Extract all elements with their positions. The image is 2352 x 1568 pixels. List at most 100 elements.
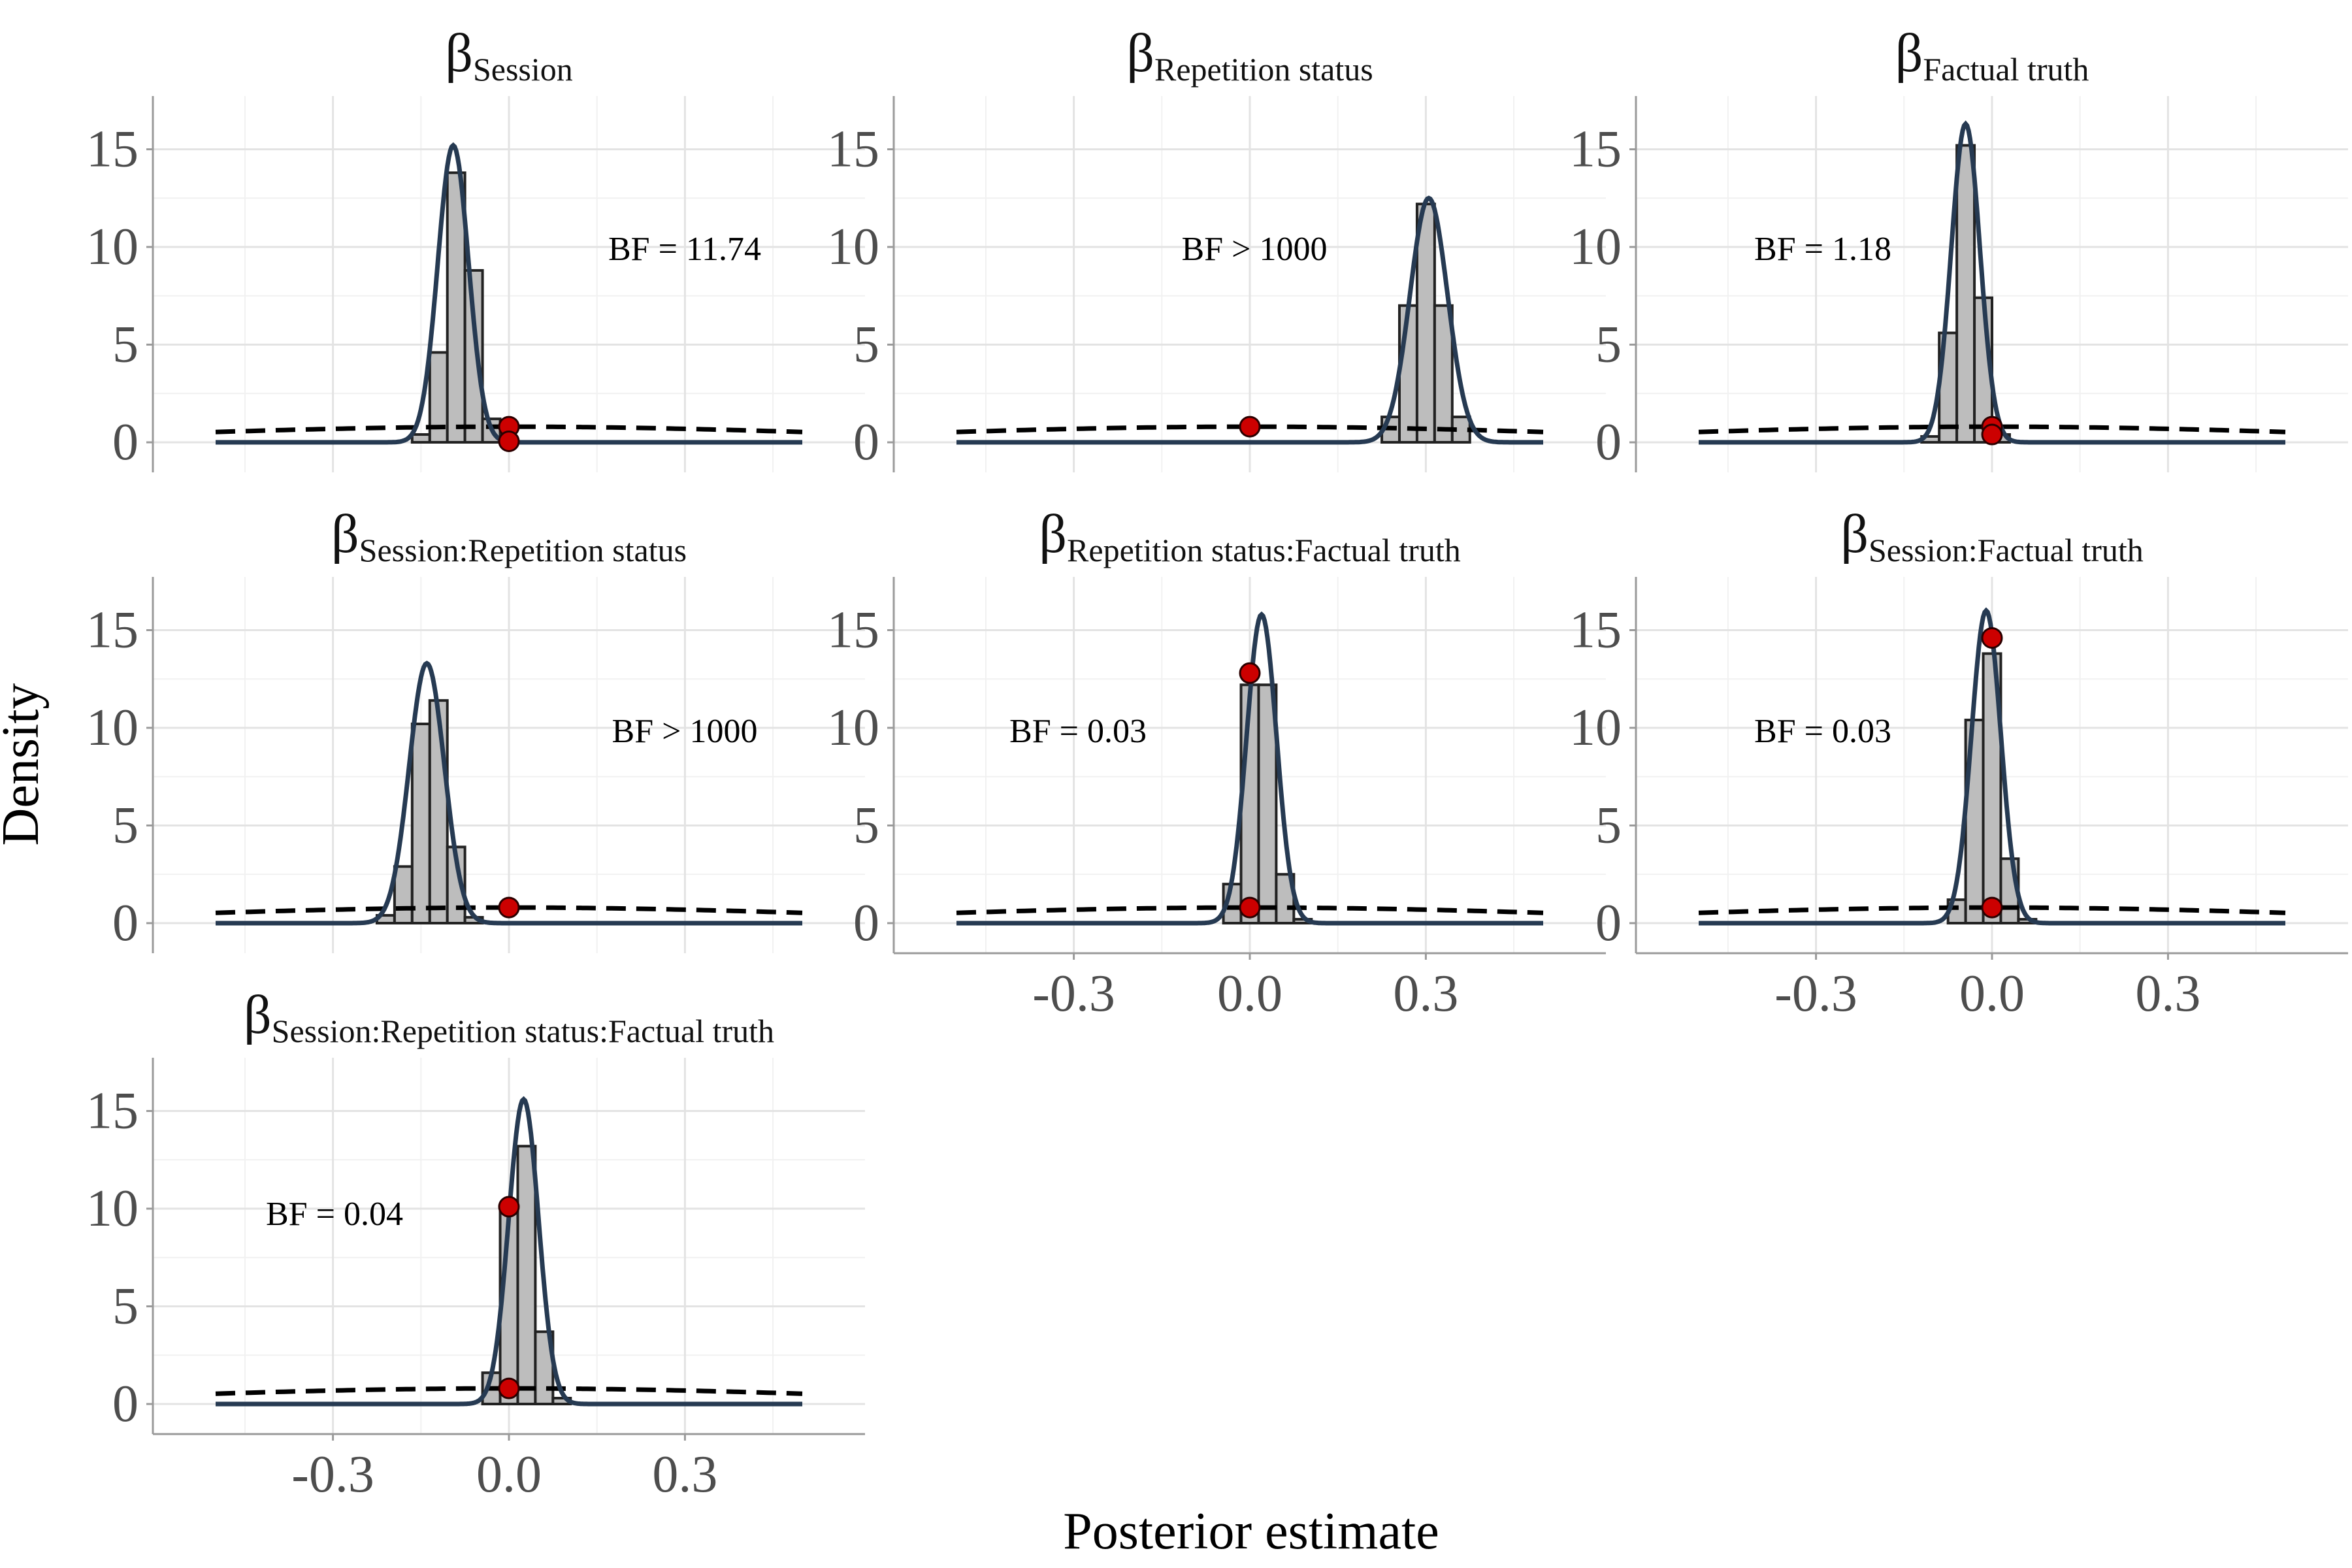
y-tick-label: 15 (827, 121, 879, 178)
x-tick-label: -0.3 (1774, 965, 1857, 1022)
y-tick-label: 10 (86, 1180, 139, 1237)
beta-symbol: β (1895, 23, 1923, 84)
panel-title: βSession (445, 23, 573, 88)
prior-density-line (1698, 424, 2286, 434)
y-tick-label: 5 (112, 1278, 139, 1335)
density-point (498, 1196, 520, 1218)
panel-title-subscript: Repetition status (1154, 51, 1373, 88)
density-point (1239, 662, 1261, 684)
posterior-density-line (956, 195, 1543, 445)
panel-title: βSession:Repetition status (331, 504, 687, 568)
beta-symbol: β (331, 504, 359, 564)
density-point (498, 431, 520, 453)
y-tick-label: 15 (86, 602, 139, 659)
x-tick-label: -0.3 (1032, 965, 1115, 1022)
density-point (1239, 416, 1261, 438)
panel-7: 0 5 10 15 -0.3 0.0 0.3 βSession:Repetition stat… (86, 985, 865, 1503)
panel-1: 0 5 10 15 βSession BF = 11.74 (86, 23, 865, 472)
histogram-bar (1257, 683, 1278, 924)
panel-title: βFactual truth (1895, 23, 2089, 88)
y-tick-label: 0 (853, 414, 879, 471)
density-point (1981, 423, 2003, 446)
x-tick-label: 0.0 (476, 1446, 542, 1503)
y-tick-label: 15 (86, 1083, 139, 1140)
density-point (498, 1377, 520, 1399)
bf-label: BF = 0.03 (1754, 713, 1891, 750)
density-point (498, 896, 520, 919)
panel-2: 0 5 10 15 βRepetition status BF > 1000 (827, 23, 1606, 472)
prior-density-line (956, 424, 1544, 434)
bf-label: BF = 1.18 (1754, 231, 1891, 268)
prior-density-line (215, 1386, 803, 1396)
histogram-bar (1415, 203, 1436, 444)
posterior-density-line (956, 611, 1543, 926)
y-tick-label: 10 (1569, 218, 1622, 276)
y-tick-label: 0 (112, 414, 139, 471)
y-tick-label: 0 (112, 894, 139, 952)
histogram-bar (410, 433, 431, 444)
panel-title: βSession:Repetition status:Factual truth (244, 985, 774, 1049)
y-axis-title: Density (0, 683, 50, 846)
y-tick-label: 5 (853, 797, 879, 855)
bf-label: BF > 1000 (1182, 231, 1328, 268)
y-tick-label: 0 (1595, 414, 1622, 471)
y-tick-label: 5 (853, 316, 879, 374)
posterior-density-line (216, 661, 802, 926)
y-tick-label: 0 (1595, 894, 1622, 952)
bf-label: BF = 0.03 (1009, 713, 1147, 750)
prior-density-line (215, 905, 803, 915)
prior-density-line (956, 905, 1544, 915)
x-tick-label: 0.3 (2135, 965, 2200, 1022)
x-tick-label: -0.3 (291, 1446, 374, 1503)
panel-title-subscript: Session:Factual truth (1869, 532, 2144, 568)
bf-label: BF = 11.74 (608, 231, 761, 268)
beta-symbol: β (1126, 23, 1154, 84)
histogram-bar (1955, 144, 1976, 444)
y-tick-label: 10 (86, 699, 139, 757)
bf-label: BF > 1000 (612, 713, 758, 750)
x-axis-title: Posterior estimate (1063, 1503, 1439, 1560)
histogram-bar (410, 723, 431, 925)
y-tick-label: 0 (112, 1375, 139, 1433)
beta-symbol: β (244, 985, 272, 1045)
histogram-bar (446, 171, 466, 444)
beta-symbol: β (1039, 504, 1067, 564)
y-tick-label: 10 (1569, 699, 1622, 757)
prior-density-line (1698, 905, 2286, 915)
bf-label: BF = 0.04 (266, 1196, 403, 1233)
panel-title-subscript: Session:Repetition status:Factual truth (272, 1013, 774, 1049)
panel-title-subscript: Factual truth (1923, 51, 2089, 88)
panel-title-subscript: Repetition status:Factual truth (1067, 532, 1461, 568)
panel-title-subscript: Session:Repetition status (359, 532, 687, 568)
panel-3: 0 5 10 15 βFactual truth BF = 1.18 (1569, 23, 2348, 472)
prior-density-line (215, 424, 803, 434)
y-tick-label: 5 (112, 797, 139, 855)
density-point (1981, 896, 2003, 919)
y-tick-label: 10 (827, 218, 879, 276)
histogram-bar (1397, 304, 1418, 444)
density-point (1239, 896, 1261, 919)
x-tick-label: 0.3 (1393, 965, 1458, 1022)
panel-title: βSession:Factual truth (1840, 504, 2144, 568)
y-tick-label: 15 (86, 121, 139, 178)
x-tick-label: 0.0 (1217, 965, 1282, 1022)
x-tick-label: 0.0 (1959, 965, 2025, 1022)
y-tick-label: 5 (1595, 797, 1622, 855)
panel-4: 0 5 10 15 βSession:Repetition status BF > 100… (86, 504, 865, 953)
y-tick-label: 10 (86, 218, 139, 276)
y-tick-label: 0 (853, 894, 879, 952)
histogram-bar (516, 1145, 537, 1405)
y-tick-label: 15 (1569, 602, 1622, 659)
panel-5: 0 5 10 15 -0.3 0.0 0.3 βRepetition status:Factu… (827, 504, 1606, 1022)
panel-title-subscript: Session (473, 51, 573, 88)
panel-title: βRepetition status:Factual truth (1039, 504, 1460, 568)
y-tick-label: 15 (1569, 121, 1622, 178)
y-tick-label: 10 (827, 699, 879, 757)
panel-6: 0 5 10 15 -0.3 0.0 0.3 βSession:Factual truth BF… (1569, 504, 2348, 1022)
beta-symbol: β (445, 23, 473, 84)
density-point (1981, 627, 2003, 649)
histogram-bar (1433, 304, 1454, 444)
posterior-density-line (1699, 120, 2285, 445)
